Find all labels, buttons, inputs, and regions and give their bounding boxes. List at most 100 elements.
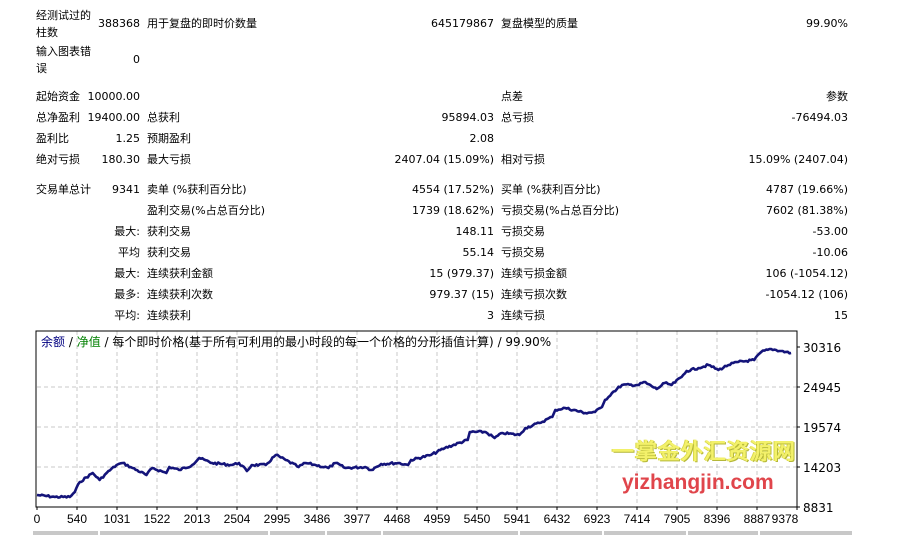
tab-strip-segment (33, 531, 98, 535)
x-tick-label: 6432 (544, 512, 571, 526)
summary-value: 2407.04 (15.09%) (394, 153, 494, 166)
summary-value: 3 (487, 309, 494, 322)
summary-label: 总净盈利 (36, 111, 80, 124)
summary-value: 15 (979.37) (429, 267, 494, 280)
tab-strip-segment (604, 531, 686, 535)
summary-value: 4787 (19.66%) (765, 183, 848, 196)
x-tick-label: 1031 (104, 512, 131, 526)
tab-strip-segment (688, 531, 758, 535)
summary-label: 绝对亏损 (36, 153, 80, 166)
summary-value: 106 (-1054.12) (765, 267, 848, 280)
legend-equity: 净值 (77, 334, 101, 349)
x-tick-label: 4468 (384, 512, 411, 526)
x-tick-label: 5941 (504, 512, 531, 526)
summary-value: 15.09% (2407.04) (748, 153, 848, 166)
summary-label: 买单 (%获利百分比) (501, 183, 601, 196)
model-quality: 99.90% (505, 335, 551, 349)
summary-label: 交易单总计 (36, 183, 91, 196)
summary-label: 预期盈利 (147, 132, 191, 145)
tab-strip-segment (327, 531, 381, 535)
summary-label: 盈利比 (36, 132, 69, 145)
summary-value: 645179867 (431, 17, 494, 30)
x-tick-label: 7414 (624, 512, 651, 526)
title-separator: / (494, 335, 506, 349)
summary-value: 148.11 (455, 225, 495, 238)
tab-strip-segment (760, 531, 852, 535)
y-tick-label: 14203 (803, 461, 841, 475)
summary-value: 平均 (118, 246, 140, 259)
summary-value: 2.08 (469, 132, 495, 145)
x-tick-label: 3977 (344, 512, 371, 526)
tab-strip-segment (383, 531, 518, 535)
x-tick-label: 8396 (704, 512, 731, 526)
summary-label: 获利交易 (147, 246, 191, 259)
watermark-text: 一掌金外汇资源网 (612, 440, 797, 465)
summary-label: 亏损交易(%占总百分比) (501, 204, 620, 217)
summary-value: 9341 (112, 183, 140, 196)
summary-value: 10000.00 (87, 90, 141, 103)
summary-value: -1054.12 (106) (765, 288, 848, 301)
summary-label: 获利交易 (147, 225, 191, 238)
title-separator: / (101, 335, 113, 349)
x-tick-label: 3486 (304, 512, 331, 526)
summary-label: 最大亏损 (147, 153, 191, 166)
summary-value: -10.06 (812, 246, 848, 259)
x-tick-label: 1522 (144, 512, 171, 526)
summary-label: 连续获利金额 (147, 267, 213, 280)
x-tick-label: 2013 (184, 512, 211, 526)
summary-value: -76494.03 (791, 111, 848, 124)
summary-label: 亏损交易 (501, 246, 545, 259)
x-tick-label: 8887 (744, 512, 771, 526)
title-separator: / (65, 335, 77, 349)
summary-value: 最大: (114, 267, 140, 280)
summary-label: 用于复盘的即时价数量 (147, 17, 257, 30)
tab-strip-segment (520, 531, 602, 535)
x-tick-label: 2995 (264, 512, 291, 526)
summary-label: 连续亏损次数 (501, 288, 567, 301)
x-tick-label: 7905 (664, 512, 691, 526)
chart-title: 余额 / 净值 / 每个即时价格(基于所有可利用的最小时段的每一个价格的分形插值… (41, 334, 551, 349)
summary-value: 95894.03 (441, 111, 495, 124)
summary-label: 连续亏损金额 (501, 267, 567, 280)
summary-value: 388368 (98, 17, 140, 30)
summary-label: 点差 (501, 90, 523, 103)
summary-label: 亏损交易 (501, 225, 545, 238)
x-tick-label: 4959 (424, 512, 451, 526)
summary-label: 卖单 (%获利百分比) (147, 183, 247, 196)
summary-label: 盈利交易(%占总百分比) (147, 204, 266, 217)
y-tick-label: 30316 (803, 341, 841, 355)
summary-label: 相对亏损 (501, 153, 545, 166)
summary-value: 最大: (114, 225, 140, 238)
summary-value: 19400.00 (87, 111, 141, 124)
y-tick-label: 19574 (803, 421, 841, 435)
summary-value: 99.90% (806, 17, 848, 30)
summary-label: 起始资金 (36, 90, 80, 103)
x-tick-label: 9378 (772, 512, 799, 526)
summary-label: 总亏损 (501, 111, 534, 124)
summary-label: 总获利 (147, 111, 180, 124)
x-tick-label: 5450 (464, 512, 491, 526)
summary-value: 180.30 (101, 153, 141, 166)
summary-label: 复盘模型的质量 (501, 17, 578, 30)
summary-value: 0 (133, 53, 140, 66)
summary-value: 4554 (17.52%) (411, 183, 494, 196)
equity-line (36, 347, 792, 499)
summary-value: 15 (834, 309, 848, 322)
x-tick-label: 0 (34, 512, 41, 526)
summary-label: 连续获利 (147, 309, 191, 322)
summary-label: 输入图表错 误 (36, 45, 91, 75)
legend-balance: 余额 (41, 334, 65, 349)
x-tick-label: 540 (67, 512, 87, 526)
summary-value: 7602 (81.38%) (765, 204, 848, 217)
y-tick-label: 8831 (803, 501, 834, 515)
summary-value: 最多: (114, 288, 140, 301)
plot-frame (35, 330, 798, 508)
y-tick-label: 24945 (803, 381, 841, 395)
summary-label: 连续亏损 (501, 309, 545, 322)
summary-label: 经测试过的 柱数 (36, 9, 91, 39)
x-tick-label: 2504 (224, 512, 251, 526)
summary-value: 平均: (114, 309, 140, 322)
tab-strip-segment (270, 531, 325, 535)
tab-strip-segment (100, 531, 268, 535)
